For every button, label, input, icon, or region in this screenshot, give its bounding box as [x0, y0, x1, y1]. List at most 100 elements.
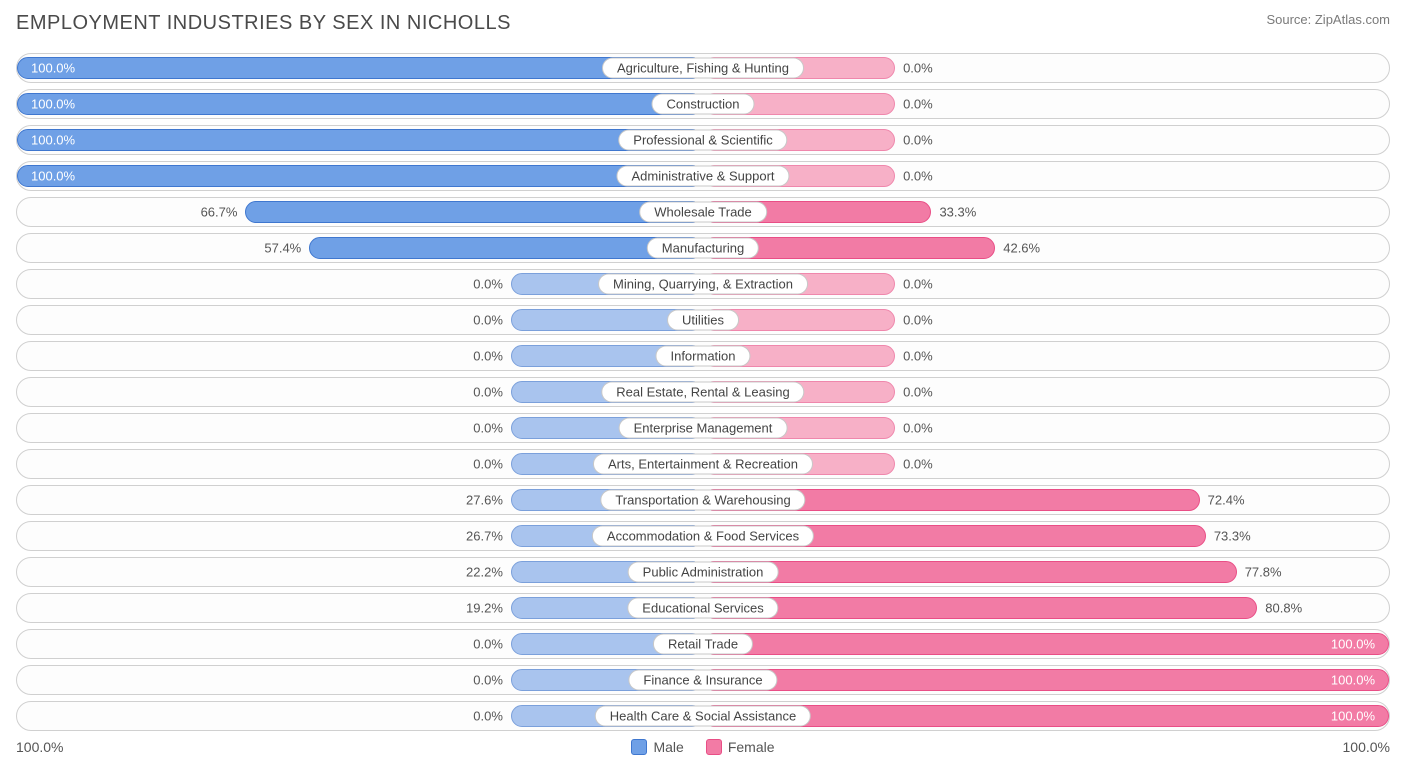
category-label: Finance & Insurance	[628, 670, 777, 691]
chart-row: 26.7% 73.3% Accommodation & Food Services	[16, 521, 1390, 551]
category-label: Transportation & Warehousing	[600, 490, 805, 511]
category-label: Health Care & Social Assistance	[595, 706, 811, 727]
diverging-bar-chart: 100.0% 0.0% Agriculture, Fishing & Hunting…	[16, 53, 1390, 731]
male-pct-label: 0.0%	[473, 457, 503, 472]
male-pct-label: 0.0%	[473, 385, 503, 400]
chart-row: 0.0% 100.0% Retail Trade	[16, 629, 1390, 659]
chart-row: 0.0% 100.0% Health Care & Social Assistanc…	[16, 701, 1390, 731]
chart-row: 57.4% 42.6% Manufacturing	[16, 233, 1390, 263]
legend-item-male: Male	[631, 739, 683, 755]
male-pct-label: 100.0%	[31, 61, 75, 76]
male-pct-label: 0.0%	[473, 709, 503, 724]
female-bar	[703, 669, 1389, 691]
male-pct-label: 57.4%	[264, 241, 301, 256]
category-label: Retail Trade	[653, 634, 753, 655]
female-pct-label: 33.3%	[939, 205, 976, 220]
female-pct-label: 0.0%	[903, 133, 933, 148]
chart-header: EMPLOYMENT INDUSTRIES BY SEX IN NICHOLLS…	[16, 12, 1390, 35]
chart-title: EMPLOYMENT INDUSTRIES BY SEX IN NICHOLLS	[16, 12, 511, 35]
chart-row: 22.2% 77.8% Public Administration	[16, 557, 1390, 587]
chart-row: 66.7% 33.3% Wholesale Trade	[16, 197, 1390, 227]
female-pct-label: 0.0%	[903, 61, 933, 76]
male-pct-label: 0.0%	[473, 349, 503, 364]
chart-row: 0.0% 100.0% Finance & Insurance	[16, 665, 1390, 695]
female-pct-label: 0.0%	[903, 421, 933, 436]
chart-row: 100.0% 0.0% Agriculture, Fishing & Hunting	[16, 53, 1390, 83]
swatch-female-icon	[706, 739, 722, 755]
axis-left-cap: 100.0%	[16, 739, 63, 755]
female-pct-label: 0.0%	[903, 349, 933, 364]
male-bar	[309, 237, 703, 259]
category-label: Arts, Entertainment & Recreation	[593, 454, 813, 475]
category-label: Manufacturing	[647, 238, 759, 259]
female-pct-label: 72.4%	[1208, 493, 1245, 508]
category-label: Information	[655, 346, 750, 367]
female-pct-label: 0.0%	[903, 313, 933, 328]
female-pct-label: 77.8%	[1245, 565, 1282, 580]
male-pct-label: 0.0%	[473, 637, 503, 652]
category-label: Administrative & Support	[616, 166, 789, 187]
female-pct-label: 0.0%	[903, 385, 933, 400]
legend: Male Female	[63, 739, 1342, 755]
male-pct-label: 27.6%	[466, 493, 503, 508]
category-label: Real Estate, Rental & Leasing	[601, 382, 804, 403]
male-bar	[17, 165, 703, 187]
category-label: Public Administration	[628, 562, 779, 583]
chart-row: 27.6% 72.4% Transportation & Warehousing	[16, 485, 1390, 515]
female-pct-label: 0.0%	[903, 277, 933, 292]
female-pct-label: 100.0%	[1331, 709, 1375, 724]
chart-row: 0.0% 0.0% Real Estate, Rental & Leasing	[16, 377, 1390, 407]
male-bar	[17, 93, 703, 115]
female-pct-label: 73.3%	[1214, 529, 1251, 544]
category-label: Educational Services	[627, 598, 778, 619]
category-label: Construction	[652, 94, 755, 115]
chart-row: 0.0% 0.0% Utilities	[16, 305, 1390, 335]
chart-row: 0.0% 0.0% Arts, Entertainment & Recreation	[16, 449, 1390, 479]
female-pct-label: 80.8%	[1265, 601, 1302, 616]
chart-source: Source: ZipAtlas.com	[1266, 12, 1390, 27]
female-bar	[703, 597, 1257, 619]
male-pct-label: 100.0%	[31, 133, 75, 148]
chart-row: 100.0% 0.0% Administrative & Support	[16, 161, 1390, 191]
male-pct-label: 0.0%	[473, 673, 503, 688]
male-bar	[17, 57, 703, 79]
category-label: Enterprise Management	[619, 418, 788, 439]
category-label: Wholesale Trade	[639, 202, 767, 223]
female-pct-label: 42.6%	[1003, 241, 1040, 256]
male-pct-label: 0.0%	[473, 421, 503, 436]
chart-footer: 100.0% Male Female 100.0%	[16, 739, 1390, 755]
male-pct-label: 66.7%	[201, 205, 238, 220]
female-pct-label: 0.0%	[903, 97, 933, 112]
category-label: Accommodation & Food Services	[592, 526, 814, 547]
chart-row: 0.0% 0.0% Mining, Quarrying, & Extraction	[16, 269, 1390, 299]
swatch-male-icon	[631, 739, 647, 755]
male-pct-label: 22.2%	[466, 565, 503, 580]
female-pct-label: 0.0%	[903, 169, 933, 184]
female-bar	[703, 561, 1237, 583]
male-pct-label: 0.0%	[473, 277, 503, 292]
category-label: Mining, Quarrying, & Extraction	[598, 274, 808, 295]
legend-label-female: Female	[728, 739, 775, 755]
female-pct-label: 100.0%	[1331, 673, 1375, 688]
female-pct-label: 0.0%	[903, 457, 933, 472]
female-bar	[703, 633, 1389, 655]
male-pct-label: 19.2%	[466, 601, 503, 616]
legend-item-female: Female	[706, 739, 775, 755]
chart-row: 0.0% 0.0% Information	[16, 341, 1390, 371]
female-pct-label: 100.0%	[1331, 637, 1375, 652]
male-pct-label: 100.0%	[31, 169, 75, 184]
category-label: Professional & Scientific	[618, 130, 787, 151]
chart-row: 100.0% 0.0% Construction	[16, 89, 1390, 119]
male-pct-label: 100.0%	[31, 97, 75, 112]
male-bar	[245, 201, 703, 223]
legend-label-male: Male	[653, 739, 683, 755]
male-pct-label: 26.7%	[466, 529, 503, 544]
category-label: Agriculture, Fishing & Hunting	[602, 58, 804, 79]
chart-row: 100.0% 0.0% Professional & Scientific	[16, 125, 1390, 155]
axis-right-cap: 100.0%	[1343, 739, 1390, 755]
male-bar	[17, 129, 703, 151]
category-label: Utilities	[667, 310, 739, 331]
chart-row: 19.2% 80.8% Educational Services	[16, 593, 1390, 623]
male-pct-label: 0.0%	[473, 313, 503, 328]
chart-row: 0.0% 0.0% Enterprise Management	[16, 413, 1390, 443]
